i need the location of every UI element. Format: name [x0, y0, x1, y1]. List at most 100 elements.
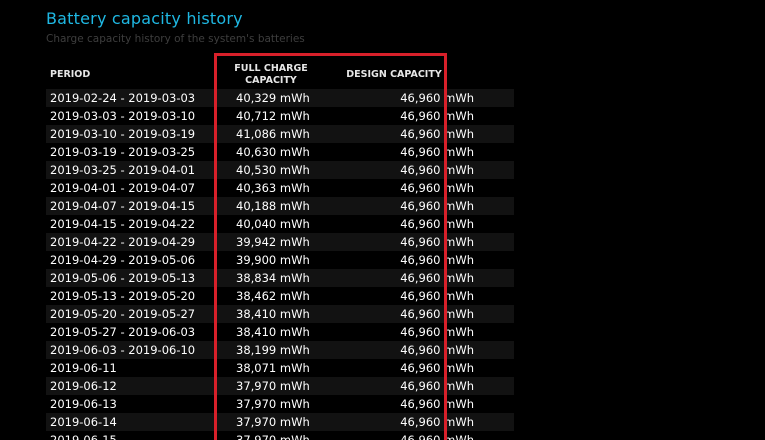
cell-design-capacity: 46,960 mWh — [354, 269, 504, 287]
page-subtitle: Charge capacity history of the system's … — [46, 33, 305, 45]
cell-period: 2019-06-11 — [46, 359, 218, 377]
row-trailing-cell — [504, 197, 514, 215]
row-trailing-cell — [504, 107, 514, 125]
cell-period: 2019-04-07 - 2019-04-15 — [46, 197, 218, 215]
cell-design-capacity: 46,960 mWh — [354, 161, 504, 179]
table-row: 2019-05-06 - 2019-05-13 38,834 mWh 46,960 … — [46, 269, 514, 287]
cell-period: 2019-04-22 - 2019-04-29 — [46, 233, 218, 251]
row-trailing-cell — [504, 431, 514, 440]
cell-full-charge-capacity: 40,712 mWh — [218, 107, 354, 125]
row-trailing-cell — [504, 179, 514, 197]
table-row: 2019-06-15 37,970 mWh 46,960 mWh — [46, 431, 514, 440]
cell-full-charge-capacity: 38,462 mWh — [218, 287, 354, 305]
cell-period: 2019-04-15 - 2019-04-22 — [46, 215, 218, 233]
table-row: 2019-05-27 - 2019-06-03 38,410 mWh 46,960 … — [46, 323, 514, 341]
table-row: 2019-06-14 37,970 mWh 46,960 mWh — [46, 413, 514, 431]
cell-full-charge-capacity: 38,199 mWh — [218, 341, 354, 359]
table-row: 2019-06-03 - 2019-06-10 38,199 mWh 46,960 … — [46, 341, 514, 359]
cell-design-capacity: 46,960 mWh — [354, 89, 504, 107]
cell-design-capacity: 46,960 mWh — [354, 143, 504, 161]
cell-period: 2019-04-01 - 2019-04-07 — [46, 179, 218, 197]
table-row: 2019-03-03 - 2019-03-10 40,712 mWh 46,960 … — [46, 107, 514, 125]
cell-period: 2019-04-29 - 2019-05-06 — [46, 251, 218, 269]
cell-period: 2019-03-10 - 2019-03-19 — [46, 125, 218, 143]
table-row: 2019-04-15 - 2019-04-22 40,040 mWh 46,960 … — [46, 215, 514, 233]
cell-period: 2019-06-15 — [46, 431, 218, 440]
cell-full-charge-capacity: 39,900 mWh — [218, 251, 354, 269]
cell-design-capacity: 46,960 mWh — [354, 233, 504, 251]
cell-design-capacity: 46,960 mWh — [354, 215, 504, 233]
row-trailing-cell — [504, 341, 514, 359]
cell-period: 2019-03-03 - 2019-03-10 — [46, 107, 218, 125]
column-header-full-charge-capacity: FULL CHARGE CAPACITY — [234, 63, 308, 86]
table-row: 2019-06-13 37,970 mWh 46,960 mWh — [46, 395, 514, 413]
cell-full-charge-capacity: 40,188 mWh — [218, 197, 354, 215]
cell-period: 2019-06-13 — [46, 395, 218, 413]
cell-design-capacity: 46,960 mWh — [354, 287, 504, 305]
page-title: Battery capacity history — [46, 9, 243, 28]
cell-design-capacity: 46,960 mWh — [354, 377, 504, 395]
cell-period: 2019-05-27 - 2019-06-03 — [46, 323, 218, 341]
table-row: 2019-06-12 37,970 mWh 46,960 mWh — [46, 377, 514, 395]
row-trailing-cell — [504, 323, 514, 341]
table-row: 2019-02-24 - 2019-03-03 40,329 mWh 46,960 … — [46, 89, 514, 107]
table-row: 2019-04-01 - 2019-04-07 40,363 mWh 46,960 … — [46, 179, 514, 197]
row-trailing-cell — [504, 89, 514, 107]
row-trailing-cell — [504, 125, 514, 143]
cell-full-charge-capacity: 38,410 mWh — [218, 323, 354, 341]
cell-design-capacity: 46,960 mWh — [354, 341, 504, 359]
battery-capacity-table: 2019-02-24 - 2019-03-03 40,329 mWh 46,960 … — [46, 89, 514, 440]
cell-period: 2019-05-06 - 2019-05-13 — [46, 269, 218, 287]
table-row: 2019-04-22 - 2019-04-29 39,942 mWh 46,960 … — [46, 233, 514, 251]
cell-full-charge-capacity: 38,834 mWh — [218, 269, 354, 287]
cell-period: 2019-05-13 - 2019-05-20 — [46, 287, 218, 305]
cell-full-charge-capacity: 37,970 mWh — [218, 431, 354, 440]
cell-design-capacity: 46,960 mWh — [354, 359, 504, 377]
row-trailing-cell — [504, 269, 514, 287]
row-trailing-cell — [504, 359, 514, 377]
cell-design-capacity: 46,960 mWh — [354, 305, 504, 323]
row-trailing-cell — [504, 305, 514, 323]
cell-design-capacity: 46,960 mWh — [354, 251, 504, 269]
row-trailing-cell — [504, 161, 514, 179]
cell-design-capacity: 46,960 mWh — [354, 413, 504, 431]
cell-full-charge-capacity: 40,630 mWh — [218, 143, 354, 161]
cell-design-capacity: 46,960 mWh — [354, 125, 504, 143]
cell-full-charge-capacity: 38,410 mWh — [218, 305, 354, 323]
cell-full-charge-capacity: 40,530 mWh — [218, 161, 354, 179]
row-trailing-cell — [504, 413, 514, 431]
table-row: 2019-03-25 - 2019-04-01 40,530 mWh 46,960 … — [46, 161, 514, 179]
cell-period: 2019-05-20 - 2019-05-27 — [46, 305, 218, 323]
row-trailing-cell — [504, 395, 514, 413]
row-trailing-cell — [504, 215, 514, 233]
table-row: 2019-03-19 - 2019-03-25 40,630 mWh 46,960 … — [46, 143, 514, 161]
cell-design-capacity: 46,960 mWh — [354, 395, 504, 413]
cell-full-charge-capacity: 40,363 mWh — [218, 179, 354, 197]
cell-design-capacity: 46,960 mWh — [354, 323, 504, 341]
cell-design-capacity: 46,960 mWh — [354, 197, 504, 215]
table-row: 2019-04-07 - 2019-04-15 40,188 mWh 46,960 … — [46, 197, 514, 215]
cell-period: 2019-03-25 - 2019-04-01 — [46, 161, 218, 179]
cell-full-charge-capacity: 37,970 mWh — [218, 377, 354, 395]
row-trailing-cell — [504, 143, 514, 161]
column-header-design-capacity: DESIGN CAPACITY — [346, 69, 442, 80]
cell-full-charge-capacity: 40,329 mWh — [218, 89, 354, 107]
cell-full-charge-capacity: 37,970 mWh — [218, 395, 354, 413]
table-row: 2019-03-10 - 2019-03-19 41,086 mWh 46,960 … — [46, 125, 514, 143]
cell-period: 2019-03-19 - 2019-03-25 — [46, 143, 218, 161]
cell-full-charge-capacity: 40,040 mWh — [218, 215, 354, 233]
table-body: 2019-02-24 - 2019-03-03 40,329 mWh 46,960 … — [46, 89, 514, 440]
cell-period: 2019-06-12 — [46, 377, 218, 395]
row-trailing-cell — [504, 377, 514, 395]
cell-full-charge-capacity: 39,942 mWh — [218, 233, 354, 251]
table-row: 2019-05-13 - 2019-05-20 38,462 mWh 46,960 … — [46, 287, 514, 305]
cell-full-charge-capacity: 37,970 mWh — [218, 413, 354, 431]
cell-period: 2019-06-14 — [46, 413, 218, 431]
cell-design-capacity: 46,960 mWh — [354, 179, 504, 197]
row-trailing-cell — [504, 233, 514, 251]
cell-design-capacity: 46,960 mWh — [354, 431, 504, 440]
row-trailing-cell — [504, 287, 514, 305]
cell-period: 2019-02-24 - 2019-03-03 — [46, 89, 218, 107]
cell-full-charge-capacity: 38,071 mWh — [218, 359, 354, 377]
table-row: 2019-04-29 - 2019-05-06 39,900 mWh 46,960 … — [46, 251, 514, 269]
